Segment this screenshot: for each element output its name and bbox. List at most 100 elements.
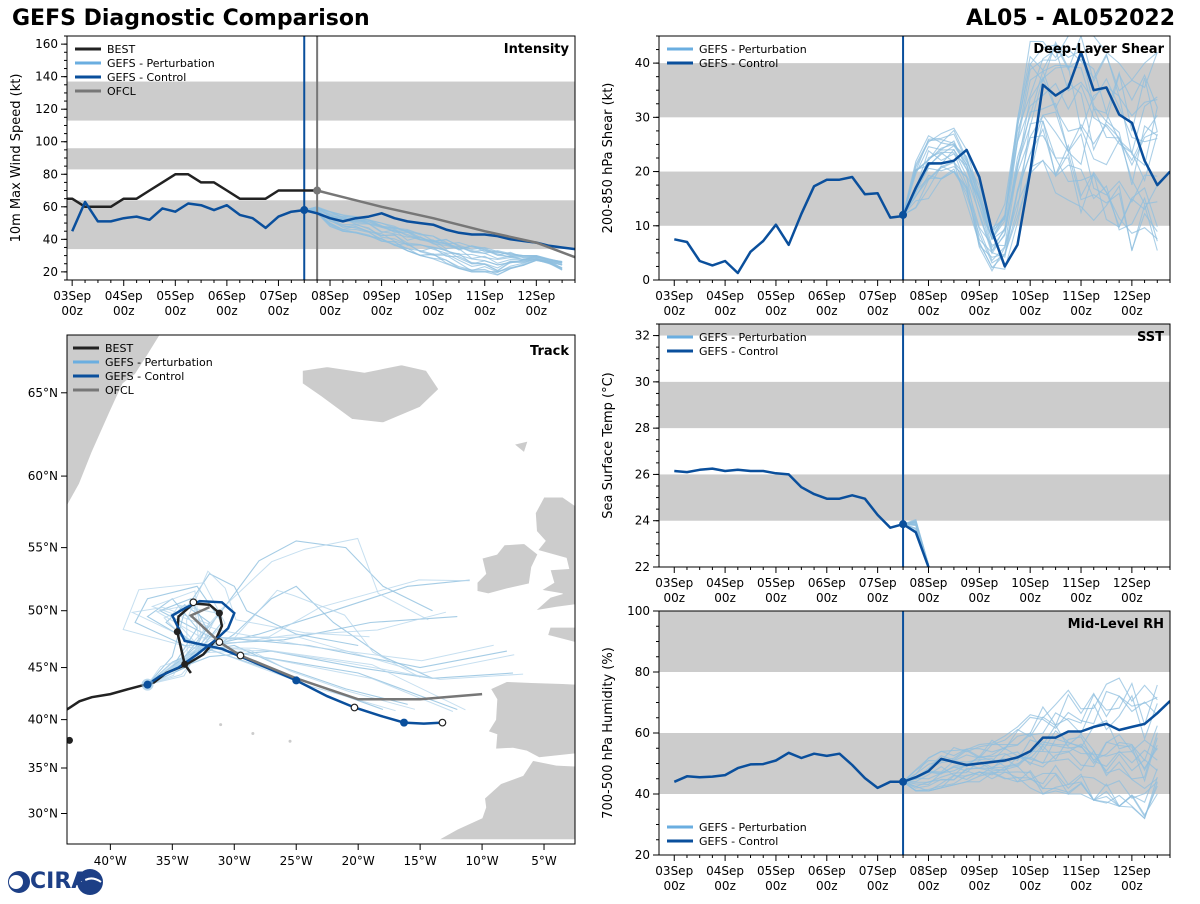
track-marker-filled-best xyxy=(173,628,181,636)
series-line-control xyxy=(71,200,575,251)
plot-area xyxy=(67,36,575,280)
land-azores-island xyxy=(251,732,255,736)
x-tick-label-day: 06Sep xyxy=(208,289,246,303)
x-tick-label-hour: 00z xyxy=(1019,304,1041,318)
x-tick-label-hour: 00z xyxy=(714,304,736,318)
perturbation-track xyxy=(147,540,433,686)
threshold-band xyxy=(67,200,575,250)
track-marker-open-control xyxy=(189,598,198,607)
x-tick-label-day: 08Sep xyxy=(311,289,349,303)
x-tick-label-day: 08Sep xyxy=(910,289,948,303)
perturbation-member-line xyxy=(902,48,1158,233)
perturbation-track xyxy=(147,649,524,686)
y-tick-label: 60 xyxy=(43,200,58,214)
lat-tick-label: 30°N xyxy=(28,807,58,821)
x-tick-label-day: 08Sep xyxy=(910,864,948,878)
panel-intensity: 2040608010012014016003Sep00z04Sep00z05Se… xyxy=(9,35,576,318)
land-ireland xyxy=(476,543,539,595)
x-tick-label-hour: 00z xyxy=(969,304,991,318)
perturbation-track xyxy=(147,589,421,686)
panel-shear: 01020304003Sep00z04Sep00z05Sep00z06Sep00… xyxy=(601,35,1171,318)
perturbation-track xyxy=(147,572,359,686)
y-tick-label: 30 xyxy=(635,375,650,389)
x-tick-label-hour: 00z xyxy=(422,304,444,318)
perturbation-track xyxy=(122,582,447,686)
perturbation-member-line xyxy=(902,737,1158,783)
lon-tick-label: 40°W xyxy=(94,854,127,868)
x-tick-label-hour: 00z xyxy=(1019,591,1041,605)
threshold-band xyxy=(659,474,1170,521)
lon-tick-label: 20°W xyxy=(342,854,375,868)
perturbation-track xyxy=(147,570,370,686)
legend-label-control: GEFS - Control xyxy=(699,835,778,848)
y-tick-label: 20 xyxy=(635,165,650,179)
x-tick-label-hour: 00z xyxy=(969,591,991,605)
y-tick-label: 100 xyxy=(35,135,58,149)
x-tick-label-hour: 00z xyxy=(714,591,736,605)
x-tick-label-day: 05Sep xyxy=(757,576,795,590)
x-tick-label-hour: 00z xyxy=(867,879,889,893)
x-tick-label-day: 12Sep xyxy=(1113,289,1151,303)
y-tick-label: 80 xyxy=(43,167,58,181)
threshold-band xyxy=(659,611,1170,672)
y-axis-label: 200-850 hPa Shear (kt) xyxy=(601,83,616,234)
control-init-marker xyxy=(899,210,908,219)
control-init-marker xyxy=(899,777,908,786)
y-axis-label: 10m Max Wind Speed (kt) xyxy=(9,74,24,243)
x-tick-label-hour: 00z xyxy=(268,304,290,318)
x-tick-label-day: 06Sep xyxy=(808,289,846,303)
x-tick-label-day: 09Sep xyxy=(960,864,998,878)
lat-tick-label: 55°N xyxy=(28,541,58,555)
panel-title: SST xyxy=(1137,330,1164,345)
perturbation-member-line xyxy=(902,739,1158,783)
series-line-control xyxy=(673,700,1170,790)
x-tick-label-day: 11Sep xyxy=(1062,576,1100,590)
x-tick-label-hour: 00z xyxy=(526,304,548,318)
x-tick-label-hour: 00z xyxy=(765,879,787,893)
perturbation-member-line xyxy=(902,36,1158,234)
x-tick-label-day: 04Sep xyxy=(706,289,744,303)
lat-tick-label: 45°N xyxy=(28,661,58,675)
y-axis-label: Sea Surface Temp (°C) xyxy=(601,372,616,519)
x-tick-label-hour: 00z xyxy=(371,304,393,318)
panel-title: Mid-Level RH xyxy=(1068,617,1164,632)
panel-title: Track xyxy=(530,344,569,359)
x-tick-label-hour: 00z xyxy=(1070,304,1092,318)
track-marker-filled-best xyxy=(181,660,189,668)
control-init-marker xyxy=(300,206,309,215)
x-tick-label-hour: 00z xyxy=(663,879,685,893)
x-tick-label-day: 04Sep xyxy=(105,289,143,303)
x-tick-label-day: 10Sep xyxy=(1011,576,1049,590)
legend-label-best: BEST xyxy=(105,342,133,355)
track-marker-best-edge xyxy=(67,736,73,744)
y-axis-label: 700-500 hPa Humidity (%) xyxy=(601,647,616,819)
perturbation-track xyxy=(147,590,494,686)
land-faroes xyxy=(513,440,529,454)
y-tick-label: 10 xyxy=(635,219,650,233)
x-tick-label-day: 09Sep xyxy=(960,576,998,590)
track-marker-open-control xyxy=(438,718,447,727)
lon-tick-label: 15°W xyxy=(404,854,437,868)
perturbation-member-line xyxy=(902,771,1158,816)
x-tick-label-day: 07Sep xyxy=(260,289,298,303)
perturbation-member-line xyxy=(902,68,1158,255)
perturbation-member-line xyxy=(304,208,563,266)
lon-tick-label: 30°W xyxy=(218,854,251,868)
x-tick-label-day: 04Sep xyxy=(706,864,744,878)
lat-tick-label: 35°N xyxy=(28,761,58,775)
land-greenland xyxy=(67,335,161,507)
x-tick-label-day: 08Sep xyxy=(910,576,948,590)
series-line-control xyxy=(674,467,930,567)
control-init-marker xyxy=(899,520,908,529)
lat-tick-label: 50°N xyxy=(28,604,58,618)
cira-logo: CIRA xyxy=(6,868,106,904)
threshold-band xyxy=(67,81,575,121)
perturbation-member-line xyxy=(902,682,1158,783)
y-tick-label: 22 xyxy=(635,560,650,574)
x-tick-label-hour: 00z xyxy=(867,304,889,318)
y-tick-label: 32 xyxy=(635,329,650,343)
series-line-best xyxy=(67,173,318,209)
perturbation-member-line xyxy=(902,40,1158,229)
land-iceland xyxy=(301,364,440,424)
legend-label-control: GEFS - Control xyxy=(699,57,778,70)
